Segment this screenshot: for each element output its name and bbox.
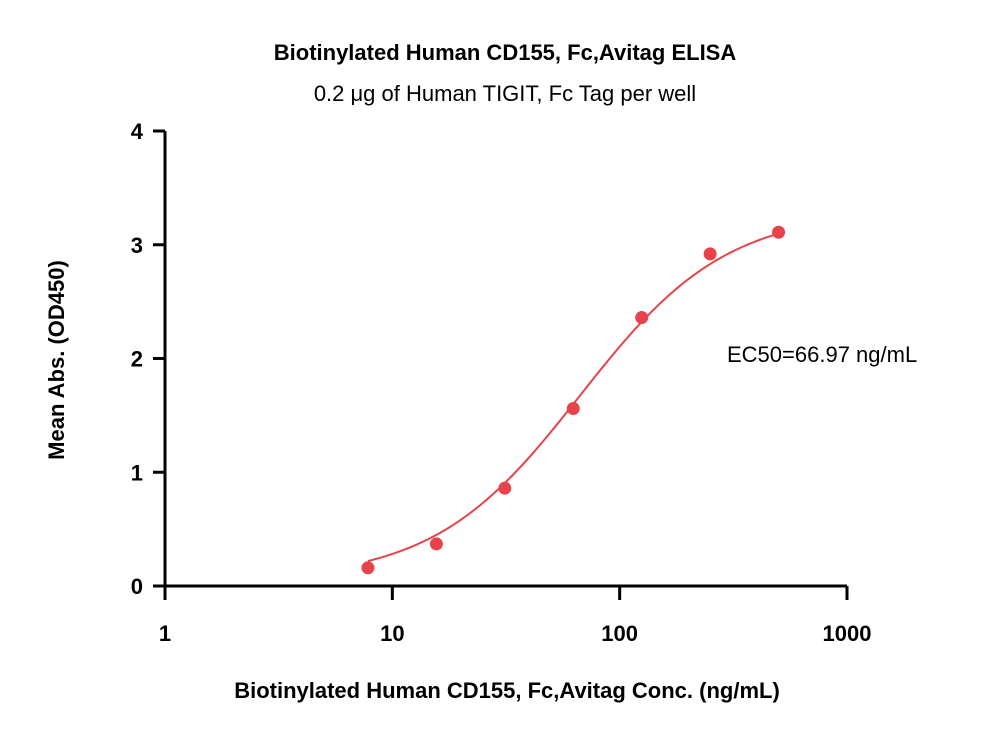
y-tick-label: 4 xyxy=(131,119,144,144)
y-tick-label: 3 xyxy=(131,233,143,258)
chart-subtitle: 0.2 μg of Human TIGIT, Fc Tag per well xyxy=(314,81,696,106)
data-point xyxy=(772,225,786,239)
ec50-annotation: EC50=66.97 ng/mL xyxy=(727,342,917,367)
y-axis-ticks: 0 1 2 3 4 xyxy=(131,119,165,599)
data-point xyxy=(703,247,717,261)
x-tick-label: 1000 xyxy=(823,621,872,646)
y-tick-label: 2 xyxy=(131,347,143,372)
fit-curve xyxy=(367,232,779,563)
data-point xyxy=(498,481,512,495)
y-axis-label: Mean Abs. (OD450) xyxy=(44,260,69,460)
y-tick-label: 1 xyxy=(131,460,143,485)
data-point xyxy=(361,561,375,575)
data-point xyxy=(635,311,649,325)
data-point xyxy=(429,537,443,551)
data-points xyxy=(361,225,786,575)
x-tick-label: 10 xyxy=(380,621,404,646)
y-tick-label: 0 xyxy=(131,574,143,599)
x-axis-label: Biotinylated Human CD155, Fc,Avitag Conc… xyxy=(234,678,780,703)
data-point xyxy=(566,402,580,416)
chart-title: Biotinylated Human CD155, Fc,Avitag ELIS… xyxy=(274,40,737,65)
x-tick-label: 1 xyxy=(159,621,171,646)
x-axis-ticks: 1 10 100 1000 xyxy=(159,586,872,646)
x-tick-label: 100 xyxy=(601,621,638,646)
